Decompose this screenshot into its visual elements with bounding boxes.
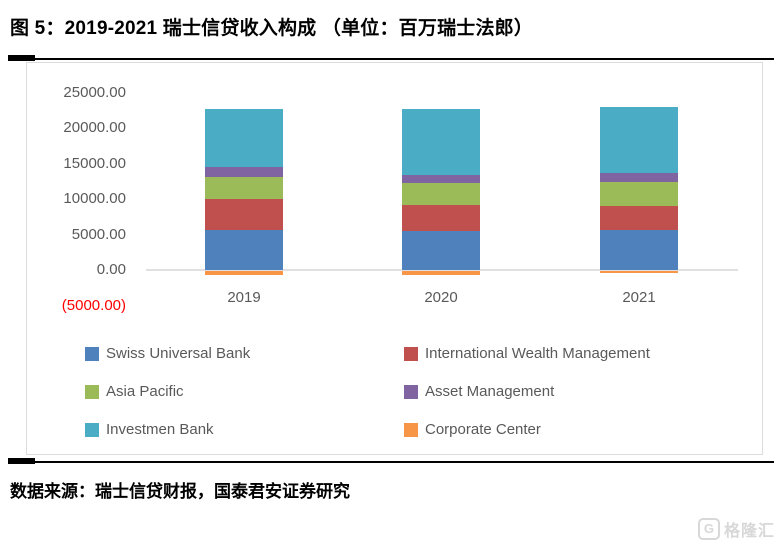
legend-label: Asia Pacific <box>106 383 184 400</box>
bar-segment-2021-corporate-center <box>600 271 678 273</box>
bar-segment-2019-investmen-bank <box>205 109 283 168</box>
legend-swatch-swiss-universal-bank <box>85 346 99 361</box>
legend-item-corporate-center: Corporate Center <box>404 421 541 438</box>
y-tick-label: 20000.00 <box>63 119 126 136</box>
title-separator <box>8 55 774 61</box>
legend-swatch-asset-management <box>404 384 418 399</box>
y-tick-label: 10000.00 <box>63 190 126 207</box>
bar-segment-2021-investmen-bank <box>600 107 678 173</box>
legend-label: International Wealth Management <box>425 345 650 362</box>
bar-segment-2021-swiss-universal-bank <box>600 229 678 270</box>
legend-item-investmen-bank: Investmen Bank <box>85 421 214 438</box>
x-axis-label-2021: 2021 <box>622 289 656 306</box>
legend-label: Investmen Bank <box>106 421 214 438</box>
y-tick-label: 5000.00 <box>71 225 126 243</box>
x-axis-label-2019: 2019 <box>227 289 261 306</box>
gelonghui-watermark: G 格隆汇 <box>697 517 775 541</box>
legend-swatch-corporate-center <box>404 422 418 437</box>
y-tick-label: (5000.00) <box>61 296 126 314</box>
bar-segment-2019-swiss-universal-bank <box>205 229 283 270</box>
bar-segment-2020-corporate-center <box>402 271 480 275</box>
legend-item-asset-management: Asset Management <box>404 383 554 400</box>
y-tick-label: 0.00 <box>96 261 126 278</box>
bar-segment-2019-asia-pacific <box>205 177 283 200</box>
figure-title: 图 5：2019-2021 瑞士信贷收入构成 （单位：百万瑞士法郎） <box>10 18 534 39</box>
y-tick-label: 15000.00 <box>63 154 126 172</box>
gelonghui-logo-text: 格隆汇 <box>723 523 775 540</box>
bar-segment-2021-asset-management <box>600 172 678 183</box>
legend-item-international-wealth-management: International Wealth Management <box>404 345 650 362</box>
bar-segment-2020-asia-pacific <box>402 183 480 206</box>
legend-swatch-asia-pacific <box>85 384 99 399</box>
legend-item-swiss-universal-bank: Swiss Universal Bank <box>85 345 250 362</box>
legend-label: Swiss Universal Bank <box>106 345 251 362</box>
bar-segment-2021-asia-pacific <box>600 182 678 206</box>
bar-segment-2019-corporate-center <box>205 271 283 275</box>
gelonghui-g-icon: G <box>697 518 720 540</box>
x-axis-label-2020: 2020 <box>424 289 458 306</box>
bar-segment-2020-international-wealth-management <box>402 205 480 232</box>
bar-segment-2020-swiss-universal-bank <box>402 231 480 270</box>
data-source-note: 数据来源：瑞士信贷财报，国泰君安证券研究 <box>10 482 350 501</box>
footer-separator-accent <box>8 458 35 464</box>
bar-segment-2021-international-wealth-management <box>600 205 678 230</box>
bar-segment-2019-international-wealth-management <box>205 199 283 230</box>
legend-swatch-investmen-bank <box>85 422 99 437</box>
bar-segment-2020-asset-management <box>402 175 480 183</box>
footer-separator <box>8 458 774 464</box>
legend-swatch-international-wealth-management <box>404 346 418 361</box>
title-separator-accent <box>8 55 35 61</box>
bar-segment-2019-asset-management <box>205 167 283 178</box>
y-tick-label: 25000.00 <box>63 83 126 101</box>
legend-label: Asset Management <box>425 383 555 400</box>
x-axis-line <box>146 269 738 271</box>
legend-label: Corporate Center <box>425 421 541 438</box>
legend-item-asia-pacific: Asia Pacific <box>85 383 184 400</box>
bar-segment-2020-investmen-bank <box>402 108 480 176</box>
